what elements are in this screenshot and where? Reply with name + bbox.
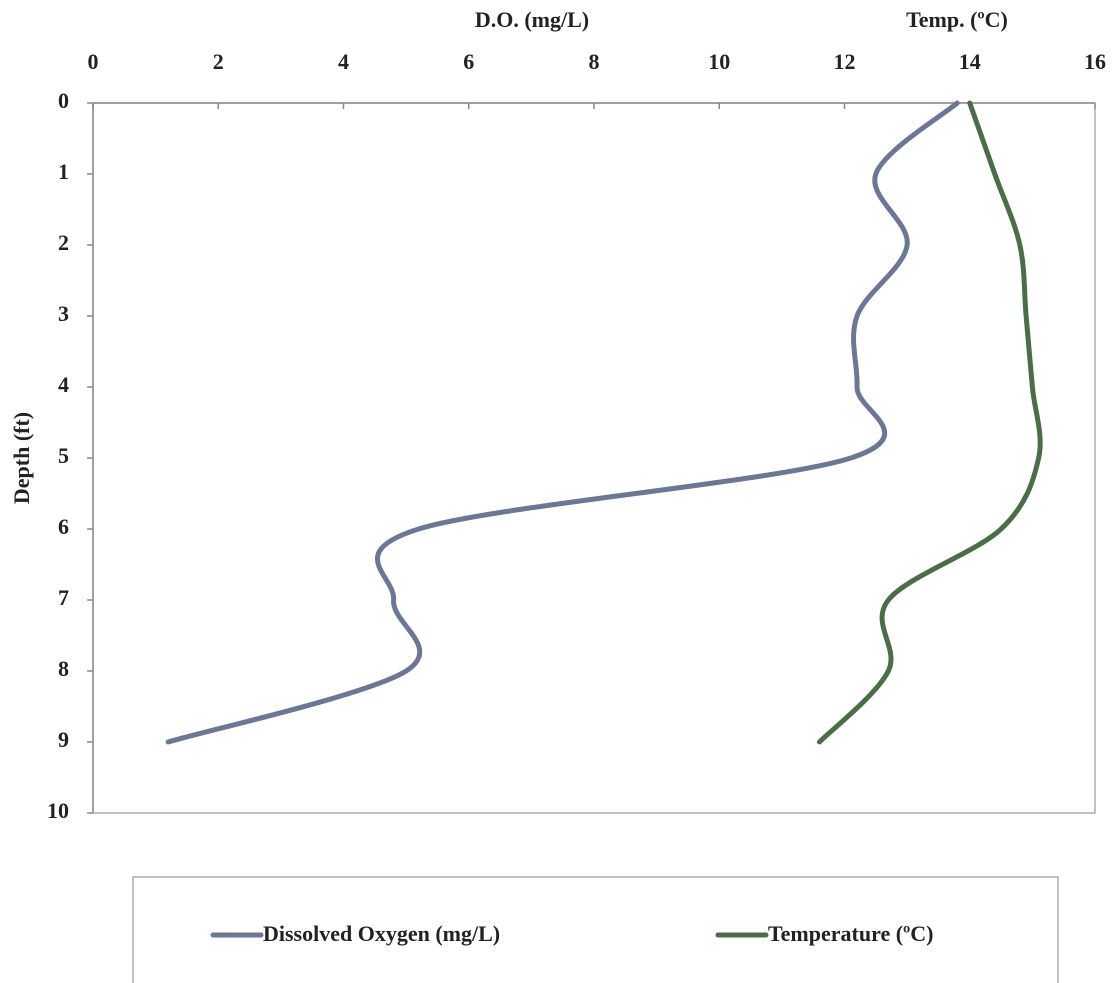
x-tick-label: 10: [708, 49, 730, 74]
y-tick-label: 8: [58, 656, 69, 681]
x-axis-title: D.O. (mg/L): [475, 7, 589, 32]
y-tick-label: 0: [58, 88, 69, 113]
y-tick-label: 5: [58, 443, 69, 468]
x-tick-label: 6: [463, 49, 474, 74]
y-tick-label: 9: [58, 727, 69, 752]
x-tick-label: 12: [834, 49, 856, 74]
x-tick-label: 4: [338, 49, 349, 74]
x-tick-label: 0: [88, 49, 99, 74]
y-tick-label: 2: [58, 230, 69, 255]
x-tick-label: 16: [1084, 49, 1106, 74]
x-axis-title: Temp. (ºC): [906, 7, 1008, 32]
y-tick-label: 1: [58, 159, 69, 184]
x-tick-label: 2: [213, 49, 224, 74]
y-tick-label: 4: [58, 372, 69, 397]
y-tick-label: 7: [58, 585, 69, 610]
data-line: [165, 100, 960, 745]
x-tick-label: 8: [589, 49, 600, 74]
y-tick-label: 10: [47, 798, 69, 823]
data-line: [816, 100, 1043, 745]
y-axis-title: Depth (ft): [9, 412, 34, 504]
y-tick-label: 6: [58, 514, 69, 539]
legend-label: Temperature (ºC): [768, 921, 934, 946]
y-tick-label: 3: [58, 301, 69, 326]
legend-box: [132, 876, 1059, 983]
x-tick-label: 14: [959, 49, 981, 74]
legend-label: Dissolved Oxygen (mg/L): [263, 921, 500, 946]
